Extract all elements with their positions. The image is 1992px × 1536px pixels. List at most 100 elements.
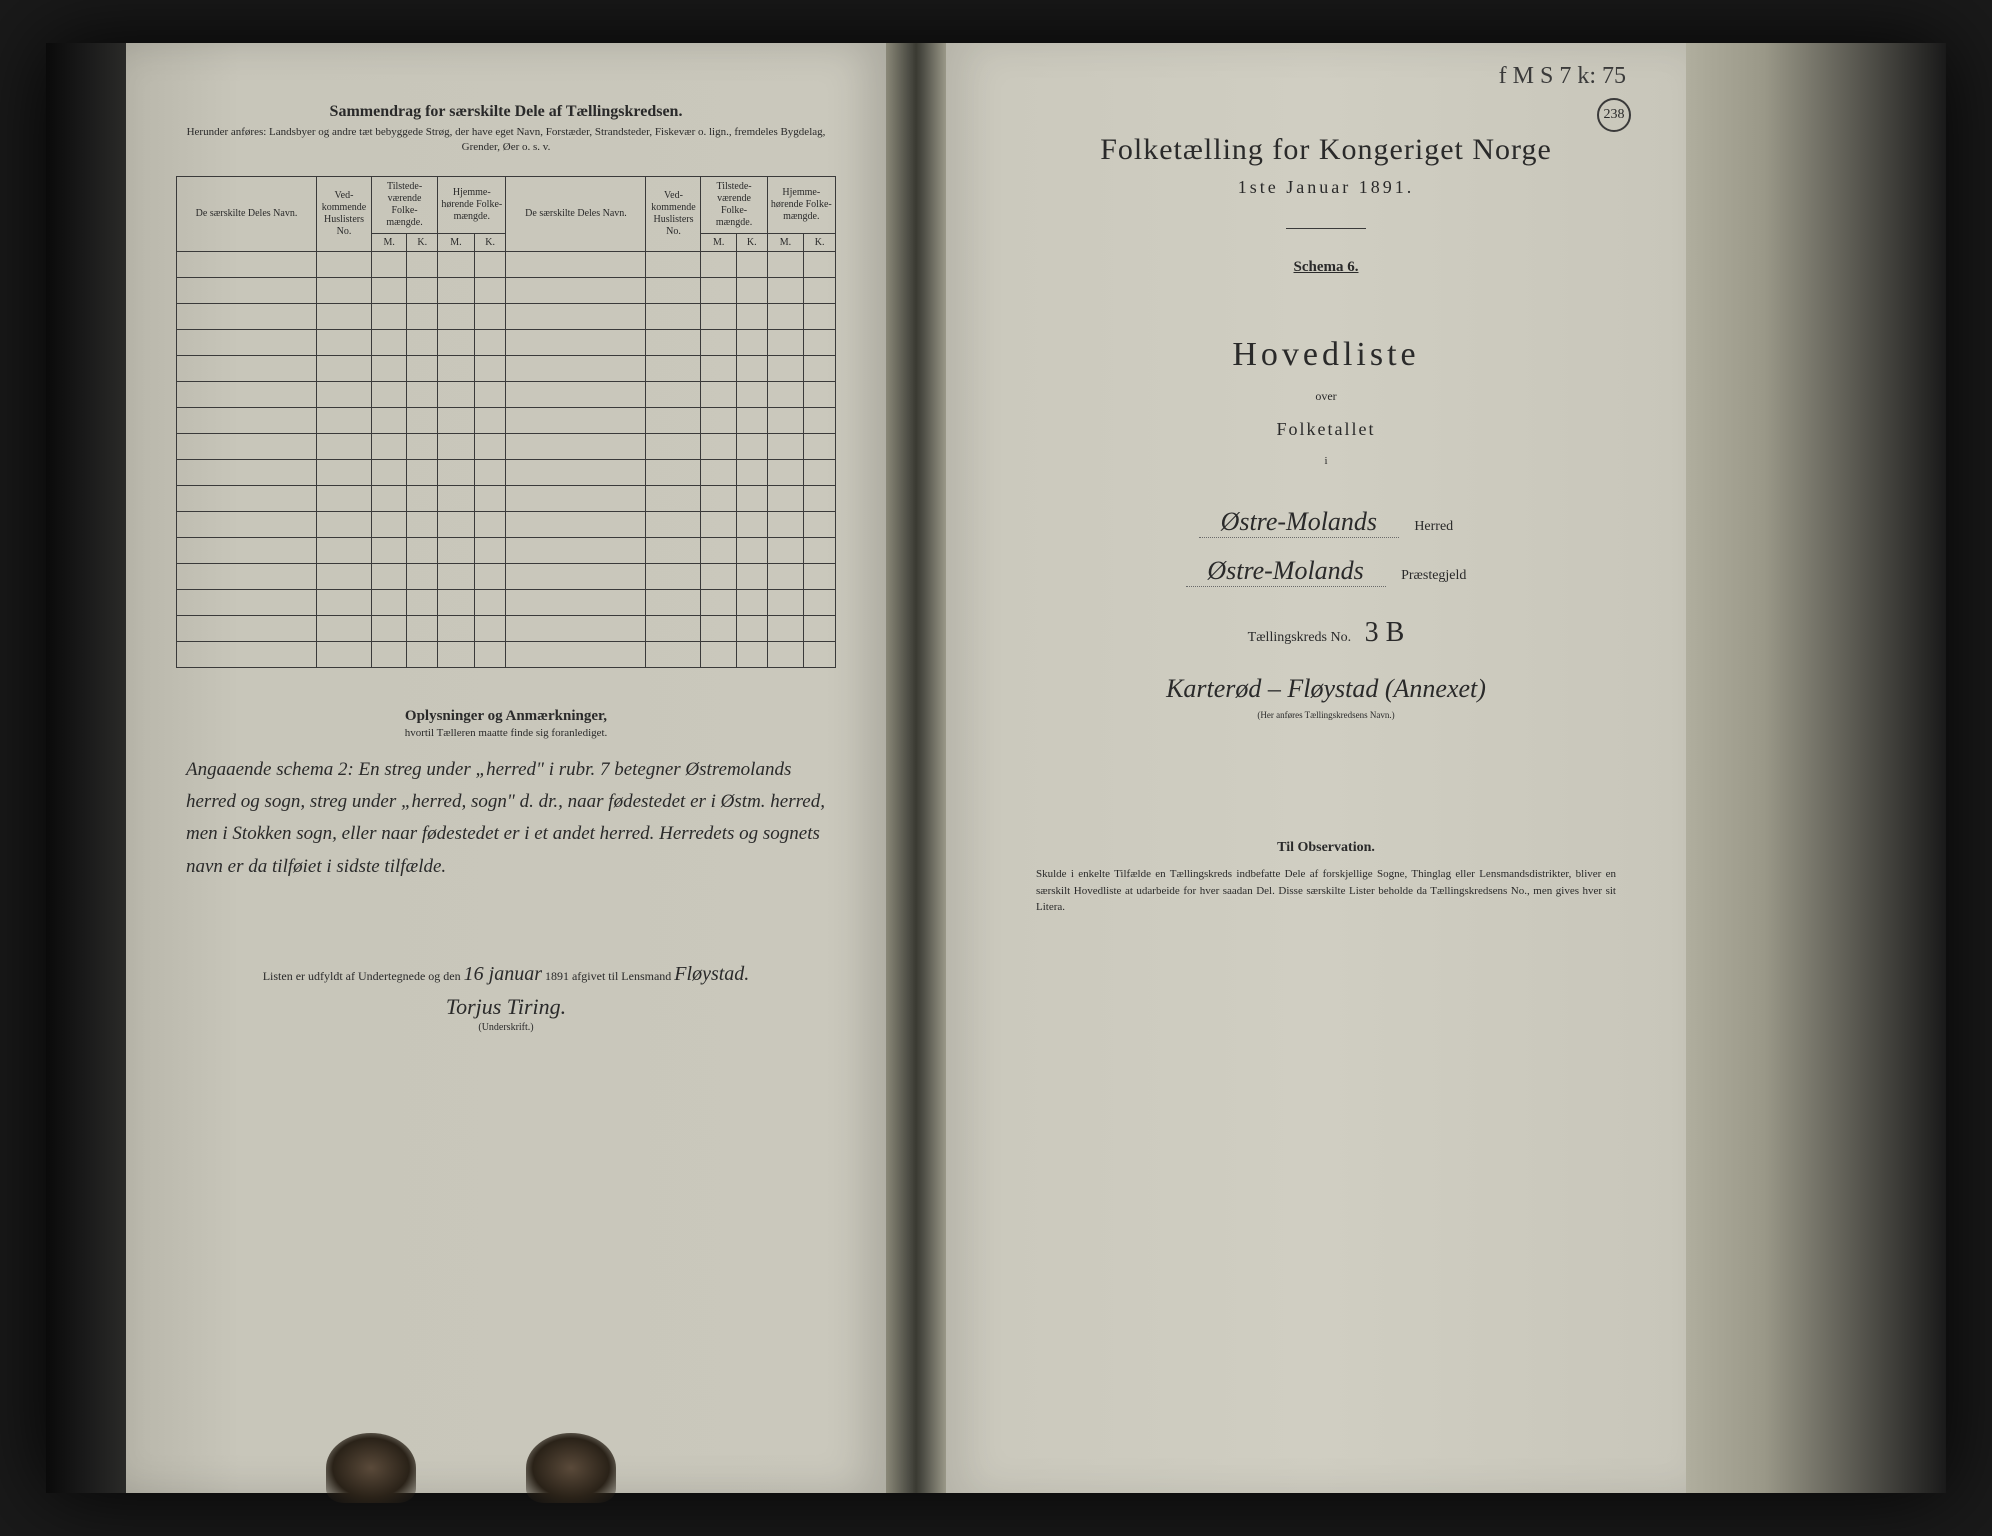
table-cell: [438, 537, 475, 563]
observation-text: Skulde i enkelte Tilfælde en Tællingskre…: [1016, 866, 1636, 916]
table-cell: [804, 355, 836, 381]
table-cell: [767, 433, 804, 459]
table-cell: [804, 303, 836, 329]
table-cell: [317, 459, 372, 485]
table-cell: [372, 433, 407, 459]
table-cell: [474, 459, 506, 485]
table-cell: [506, 485, 646, 511]
book-gutter: [886, 43, 946, 1493]
th-tilstede: Tilstede-værende Folke-mængde.: [372, 176, 438, 233]
kreds-no-hand: 3 B: [1365, 617, 1405, 648]
herred-handwritten: Østre-Molands: [1199, 507, 1399, 538]
table-cell: [407, 641, 438, 667]
table-cell: [177, 459, 317, 485]
th-k: K.: [474, 233, 506, 251]
herred-line: Østre-Molands Herred: [1016, 507, 1636, 538]
table-cell: [177, 511, 317, 537]
page-number-circle: 238: [1597, 98, 1631, 132]
table-cell: [736, 485, 767, 511]
table-cell: [804, 251, 836, 277]
table-cell: [804, 589, 836, 615]
table-cell: [177, 303, 317, 329]
table-cell: [646, 329, 701, 355]
table-cell: [736, 303, 767, 329]
table-cell: [701, 511, 736, 537]
table-cell: [767, 511, 804, 537]
table-cell: [506, 537, 646, 563]
table-cell: [701, 537, 736, 563]
table-cell: [177, 277, 317, 303]
table-cell: [317, 563, 372, 589]
table-cell: [506, 303, 646, 329]
notes-sub: hvortil Tælleren maatte finde sig foranl…: [176, 727, 836, 739]
census-date: 1ste Januar 1891.: [1016, 177, 1636, 198]
table-cell: [646, 563, 701, 589]
table-cell: [438, 511, 475, 537]
table-cell: [438, 615, 475, 641]
table-cell: [736, 641, 767, 667]
right-page: f M S 7 k: 75 238 Folketælling for Konge…: [946, 43, 1686, 1493]
table-cell: [474, 381, 506, 407]
table-row: [177, 381, 836, 407]
table-cell: [317, 381, 372, 407]
table-cell: [372, 537, 407, 563]
table-cell: [701, 277, 736, 303]
table-cell: [177, 641, 317, 667]
table-cell: [701, 433, 736, 459]
table-cell: [804, 329, 836, 355]
table-cell: [407, 563, 438, 589]
table-cell: [438, 563, 475, 589]
table-cell: [767, 641, 804, 667]
table-cell: [372, 355, 407, 381]
handwritten-notes: Angaaende schema 2: En streg under „herr…: [176, 754, 836, 883]
praest-handwritten: Østre-Molands: [1186, 556, 1386, 587]
table-cell: [646, 381, 701, 407]
table-cell: [736, 511, 767, 537]
table-cell: [438, 433, 475, 459]
table-cell: [736, 537, 767, 563]
page-edge: [1686, 43, 1946, 1493]
th-k: K.: [407, 233, 438, 251]
table-cell: [736, 329, 767, 355]
table-cell: [736, 251, 767, 277]
table-cell: [646, 407, 701, 433]
kreds-name-hand: Karterød – Fløystad (Annexet): [1016, 674, 1636, 704]
table-row: [177, 589, 836, 615]
table-cell: [506, 641, 646, 667]
spine: [46, 43, 126, 1493]
table-cell: [438, 251, 475, 277]
table-cell: [701, 563, 736, 589]
table-cell: [317, 303, 372, 329]
table-row: [177, 459, 836, 485]
table-cell: [646, 589, 701, 615]
table-row: [177, 329, 836, 355]
kreds-caption: (Her anføres Tællingskredsens Navn.): [1016, 710, 1636, 720]
table-cell: [767, 355, 804, 381]
praestegjeld-line: Østre-Molands Præstegjeld: [1016, 556, 1636, 587]
table-cell: [736, 381, 767, 407]
table-cell: [646, 251, 701, 277]
table-cell: [438, 589, 475, 615]
table-cell: [506, 355, 646, 381]
table-cell: [506, 381, 646, 407]
table-cell: [506, 407, 646, 433]
kreds-label: Tællingskreds No.: [1248, 630, 1351, 645]
table-cell: [767, 329, 804, 355]
table-cell: [506, 511, 646, 537]
table-cell: [474, 641, 506, 667]
table-cell: [646, 537, 701, 563]
table-cell: [804, 563, 836, 589]
table-cell: [438, 329, 475, 355]
table-cell: [701, 615, 736, 641]
table-cell: [736, 355, 767, 381]
table-cell: [407, 615, 438, 641]
table-cell: [767, 381, 804, 407]
table-cell: [646, 433, 701, 459]
table-cell: [438, 381, 475, 407]
table-cell: [474, 485, 506, 511]
table-cell: [407, 537, 438, 563]
table-cell: [506, 251, 646, 277]
table-cell: [474, 329, 506, 355]
table-cell: [372, 641, 407, 667]
table-cell: [317, 511, 372, 537]
